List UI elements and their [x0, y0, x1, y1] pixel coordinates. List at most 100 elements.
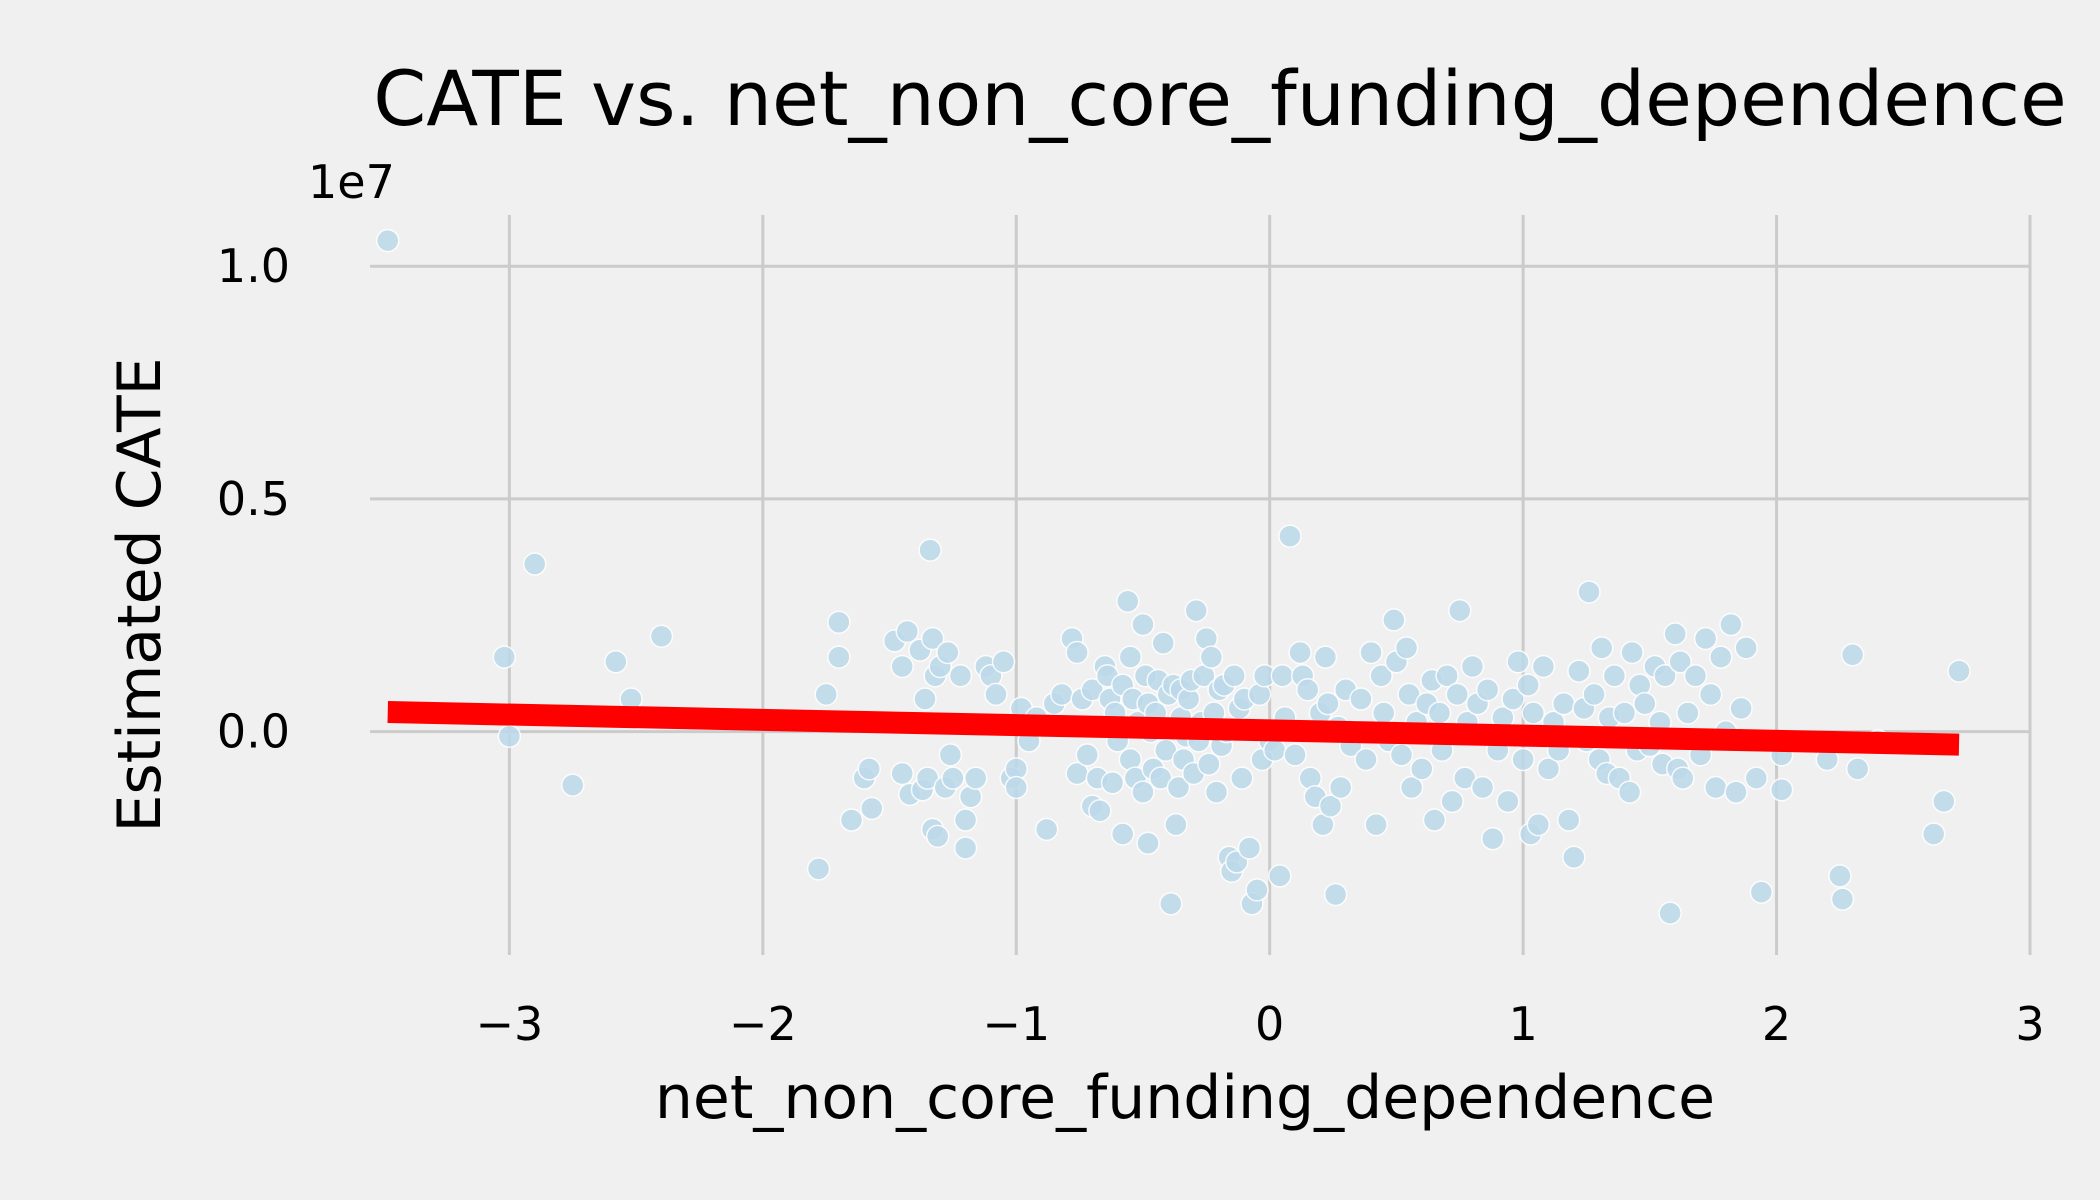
- data-point: [1719, 612, 1743, 637]
- data-point: [1323, 882, 1348, 907]
- data-point: [1460, 654, 1485, 679]
- data-point: [1354, 747, 1378, 772]
- data-point: [1100, 771, 1125, 795]
- data-point: [1270, 664, 1295, 688]
- data-point: [1536, 757, 1561, 781]
- data-point: [1159, 892, 1183, 916]
- data-point: [1562, 845, 1586, 870]
- data-point: [953, 808, 978, 832]
- data-point: [1589, 636, 1614, 660]
- data-point: [827, 610, 851, 634]
- data-point: [1050, 682, 1074, 707]
- data-point: [984, 682, 1008, 707]
- data-point: [806, 857, 831, 881]
- data-point: [1480, 826, 1505, 851]
- data-point: [1316, 691, 1340, 716]
- data-point: [1749, 880, 1774, 904]
- data-point: [1410, 757, 1434, 781]
- data-point: [1440, 789, 1464, 814]
- data-point: [1283, 743, 1307, 767]
- data-point: [1004, 775, 1029, 800]
- data-point: [1278, 524, 1302, 548]
- data-point: [1671, 766, 1695, 790]
- data-point: [1932, 789, 1956, 814]
- data-point: [1602, 664, 1627, 688]
- data-point: [1501, 687, 1525, 711]
- data-point: [1668, 650, 1693, 674]
- data-point: [1653, 664, 1677, 688]
- data-point: [1075, 743, 1099, 767]
- data-point: [1475, 677, 1500, 702]
- data-point: [560, 773, 585, 797]
- data-point: [1577, 580, 1601, 604]
- data-point: [1230, 766, 1254, 790]
- data-point: [1184, 598, 1208, 623]
- data-point: [1389, 743, 1414, 767]
- data-point: [857, 757, 882, 781]
- data-point: [1703, 775, 1728, 800]
- data-point: [1620, 640, 1644, 665]
- data-point: [604, 650, 628, 674]
- data-point: [1582, 682, 1606, 707]
- data-point: [1470, 775, 1495, 800]
- data-point: [963, 766, 988, 790]
- data-point: [1088, 798, 1112, 823]
- data-point: [814, 682, 838, 707]
- data-point: [1369, 664, 1393, 688]
- data-point: [375, 228, 400, 253]
- data-point: [1131, 780, 1155, 804]
- data-point: [890, 761, 914, 786]
- data-point: [1151, 631, 1176, 655]
- x-tick-label: 1: [1508, 997, 1537, 1051]
- data-point: [1744, 766, 1769, 790]
- data-point: [1921, 822, 1946, 846]
- data-point: [948, 664, 973, 688]
- data-point: [1683, 664, 1708, 688]
- data-point: [1633, 691, 1657, 716]
- data-point: [1422, 808, 1447, 832]
- data-point: [1531, 654, 1556, 679]
- data-point: [1371, 701, 1396, 725]
- data-point: [1034, 817, 1059, 842]
- data-point: [941, 766, 965, 790]
- data-point: [1427, 701, 1452, 725]
- data-point: [1709, 645, 1733, 669]
- data-point: [1237, 836, 1262, 860]
- data-point: [1204, 780, 1229, 804]
- data-point: [839, 808, 864, 832]
- data-point: [1769, 778, 1794, 802]
- data-point: [1729, 696, 1753, 721]
- data-point: [1526, 812, 1551, 837]
- chart-title: CATE vs. net_non_core_funding_dependence: [373, 54, 2067, 143]
- data-point: [925, 824, 950, 849]
- data-point: [1551, 691, 1576, 716]
- y-tick-label: 0.0: [217, 705, 290, 759]
- data-point: [1118, 645, 1143, 669]
- data-point: [1724, 780, 1748, 804]
- data-point: [497, 724, 522, 749]
- data-point: [918, 538, 942, 562]
- x-axis-label: net_non_core_funding_dependence: [655, 1063, 1715, 1133]
- data-point: [1567, 659, 1591, 683]
- data-point: [649, 624, 674, 648]
- data-point: [1328, 775, 1353, 800]
- data-point: [522, 552, 547, 576]
- data-point: [1394, 636, 1419, 660]
- x-tick-label: −3: [475, 997, 543, 1051]
- x-tick-label: 3: [2015, 997, 2044, 1051]
- data-point: [1131, 612, 1155, 637]
- data-point: [1197, 752, 1221, 776]
- data-point: [1828, 864, 1852, 888]
- x-tick-label: −2: [729, 997, 797, 1051]
- data-point: [1164, 812, 1188, 837]
- data-point: [1313, 645, 1338, 669]
- data-point: [1268, 864, 1292, 888]
- x-tick-label: −1: [982, 997, 1050, 1051]
- y-tick-label: 1.0: [217, 239, 290, 293]
- data-point: [1136, 831, 1160, 856]
- data-point: [953, 836, 978, 860]
- data-point: [991, 650, 1016, 674]
- data-point: [1245, 878, 1269, 902]
- y-tick-label: 0.5: [217, 472, 290, 526]
